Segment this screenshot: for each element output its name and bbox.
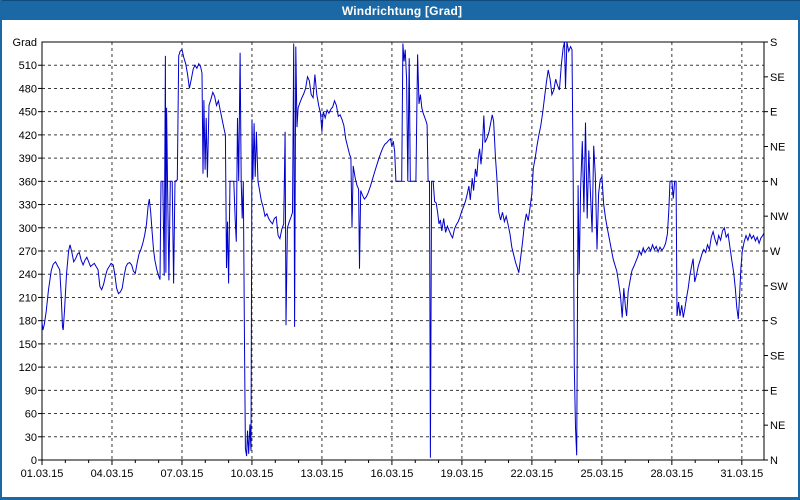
y-tick-label: 240	[19, 269, 37, 281]
compass-label: NW	[770, 211, 789, 223]
compass-label: E	[770, 107, 777, 119]
titlebar[interactable]: Windrichtung [Grad]	[2, 0, 800, 20]
y-tick-label: 210	[19, 292, 37, 304]
window-title: Windrichtung [Grad]	[341, 3, 463, 18]
y-tick-label: 300	[19, 223, 37, 235]
y-tick-label: 330	[19, 200, 37, 212]
y-tick-label: 420	[19, 130, 37, 142]
compass-label: NE	[770, 142, 785, 154]
y-tick-label: 180	[19, 316, 37, 328]
x-tick-label: 10.03.15	[231, 468, 274, 480]
x-tick-label: 19.03.15	[440, 468, 483, 480]
compass-label: N	[770, 176, 778, 188]
y-tick-label: 0	[31, 455, 37, 467]
compass-label: SW	[770, 281, 788, 293]
y-tick-label: 120	[19, 362, 37, 374]
y-tick-label: 270	[19, 246, 37, 258]
y-tick-label: 480	[19, 83, 37, 95]
y-tick-label: 390	[19, 153, 37, 165]
x-tick-label: 01.03.15	[21, 468, 64, 480]
x-tick-label: 04.03.15	[91, 468, 134, 480]
compass-label: S	[770, 37, 777, 49]
x-tick-label: 28.03.15	[650, 468, 693, 480]
x-tick-label: 07.03.15	[161, 468, 204, 480]
x-tick-label: 25.03.15	[580, 468, 623, 480]
x-tick-label: 13.03.15	[301, 468, 344, 480]
series-line	[41, 41, 765, 458]
compass-label: SE	[770, 351, 785, 363]
y-tick-label: 90	[25, 385, 37, 397]
y-tick-label: 30	[25, 432, 37, 444]
y-tick-label: 60	[25, 409, 37, 421]
x-tick-label: 31.03.15	[720, 468, 763, 480]
y-axis-unit-label: Grad	[13, 37, 37, 49]
compass-label: S	[770, 316, 777, 328]
y-tick-label: 150	[19, 339, 37, 351]
compass-label: N	[770, 455, 778, 467]
y-tick-label: 360	[19, 176, 37, 188]
y-tick-label: 450	[19, 107, 37, 119]
y-tick-label: 510	[19, 60, 37, 72]
compass-label: E	[770, 385, 777, 397]
x-tick-label: 16.03.15	[371, 468, 414, 480]
x-tick-label: 22.03.15	[510, 468, 553, 480]
compass-label: W	[770, 246, 781, 258]
compass-label: SE	[770, 72, 785, 84]
compass-label: NE	[770, 420, 785, 432]
